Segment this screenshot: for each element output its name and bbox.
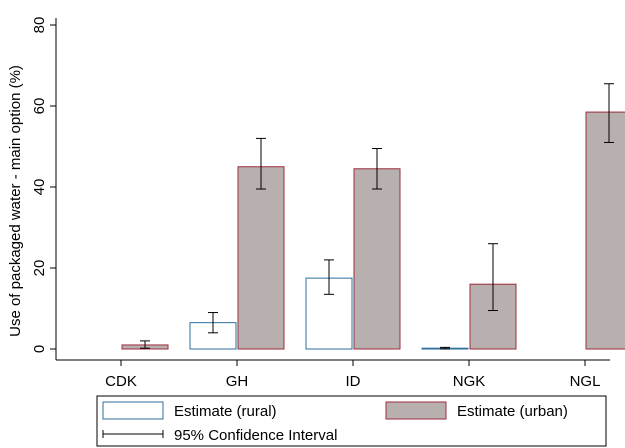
y-axis-title: Use of packaged water - main option (%) [7,65,24,337]
x-tick-label: NGK [453,373,486,390]
error-bar-urban-id [372,148,382,190]
error-bar-rural-gh [208,312,218,334]
error-bar-rural-ngk [440,346,450,350]
error-bar-urban-ngl [604,83,614,143]
legend: Estimate (rural) Estimate (urban) 95% Co… [96,395,607,447]
error-bar-rural-id [324,259,334,295]
error-bar-urban-ngk [488,243,498,312]
legend-swatch-urban [385,401,447,420]
y-tick-label: 20 [31,260,48,277]
bars [121,111,625,350]
y-ticks: 0 20 40 60 80 [31,17,56,353]
error-bar-urban-cdk [140,340,150,349]
error-bar-urban-gh [256,137,266,190]
error-bars [140,83,614,350]
y-tick-label: 40 [31,179,48,196]
bar-urban-ngl [585,111,625,350]
x-tick-label: ID [346,373,361,390]
bar-urban-id [353,168,401,350]
x-tick-label: NGL [570,373,601,390]
legend-ci-symbol [102,430,164,438]
legend-label-ci: 95% Confidence Interval [174,427,337,444]
legend-swatch-rural [102,401,164,420]
legend-box [96,395,607,447]
y-tick-label: 80 [31,17,48,34]
legend-label-rural: Estimate (rural) [174,403,277,420]
y-tick-label: 60 [31,98,48,115]
x-tick-label: CDK [105,373,137,390]
bar-urban-gh [237,166,285,350]
legend-label-urban: Estimate (urban) [457,403,568,420]
plot-area: 0 20 40 60 80 CDK GH ID NGK NGL Use of packaged … [7,17,625,390]
x-ticks: CDK GH ID NGK NGL [105,360,600,390]
x-tick-label: GH [226,373,249,390]
y-tick-label: 0 [31,345,48,353]
